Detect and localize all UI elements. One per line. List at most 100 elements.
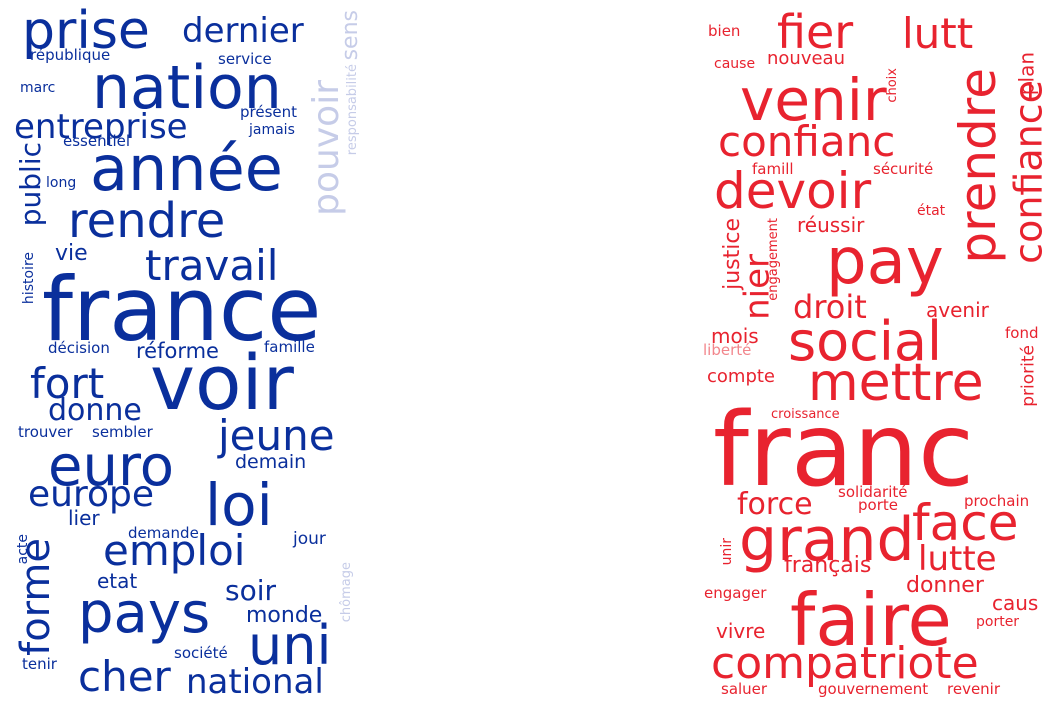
cloud-word: nouveau	[767, 48, 845, 69]
cloud-word: marc	[20, 80, 55, 96]
cloud-word: europe	[28, 474, 154, 515]
cloud-word: fier	[777, 5, 853, 59]
cloud-word: jour	[292, 529, 326, 549]
cloud-word: soir	[225, 574, 276, 607]
cloud-word: porte	[858, 496, 898, 514]
cloud-word: sembler	[92, 423, 154, 441]
cloud-word: trouver	[18, 423, 74, 441]
cloud-word: devoir	[714, 162, 872, 220]
cloud-word: république	[30, 46, 110, 64]
cloud-word: travail	[145, 241, 278, 290]
cloud-word: force	[737, 487, 813, 522]
cloud-word: priorité	[1018, 345, 1038, 407]
cloud-word: plan	[1015, 52, 1039, 95]
cloud-word: chômage	[339, 562, 354, 622]
cloud-word: france	[42, 258, 321, 361]
cloud-word: etat	[97, 569, 137, 593]
cloud-word: venir	[740, 66, 887, 134]
cloud-word: compte	[707, 366, 775, 387]
cloud-word: acte	[15, 534, 31, 564]
cloud-word: mois	[711, 324, 759, 348]
cloud-word: liberté	[703, 341, 751, 359]
cloud-word: réforme	[136, 339, 219, 363]
cloud-word: revenir	[947, 680, 1001, 698]
cloud-word: dernier	[182, 11, 304, 51]
cloud-word: famill	[752, 160, 794, 178]
cloud-word: saluer	[721, 680, 768, 698]
cloud-word: pay	[826, 225, 944, 299]
cloud-word: engager	[704, 584, 767, 602]
cloud-word: pouvoir	[306, 80, 347, 216]
cloud-word: vie	[55, 241, 88, 266]
cloud-word: face	[912, 494, 1019, 552]
cloud-word: demande	[128, 524, 199, 542]
cloud-word: service	[218, 50, 272, 68]
cloud-word: cause	[714, 56, 755, 72]
cloud-word: public	[14, 142, 47, 226]
cloud-word: voir	[150, 338, 295, 427]
cloud-word: jamais	[248, 122, 295, 138]
cloud-word: engagement	[766, 218, 781, 301]
cloud-word: cher	[78, 652, 172, 701]
cloud-word: fort	[30, 359, 104, 408]
cloud-word: jeune	[217, 411, 335, 460]
cloud-word: croissance	[771, 407, 840, 422]
cloud-word: solidarité	[838, 483, 908, 501]
cloud-word: nation	[92, 53, 282, 123]
cloud-word: présent	[240, 103, 297, 121]
cloud-word: prise	[22, 1, 150, 61]
cloud-word: gouvernement	[818, 680, 928, 698]
cloud-word: essentiel	[63, 132, 130, 150]
cloud-word: lutte	[918, 539, 997, 579]
cloud-word: monde	[246, 603, 322, 628]
cloud-word: droit	[793, 288, 867, 326]
cloud-word: réussir	[797, 213, 865, 237]
cloud-word: fond	[1005, 324, 1039, 342]
cloud-word: famille	[264, 338, 315, 356]
cloud-word: lier	[68, 506, 100, 530]
cloud-word: mettre	[808, 353, 984, 413]
cloud-word: grand	[739, 505, 915, 575]
cloud-word: français	[784, 553, 871, 578]
cloud-word: bien	[708, 22, 740, 40]
cloud-word: choix	[885, 68, 900, 103]
cloud-word: pays	[78, 581, 210, 646]
cloud-word: entreprise	[14, 107, 188, 147]
cloud-word: confiance	[1007, 80, 1051, 264]
cloud-word: prendre	[949, 68, 1007, 264]
cloud-word: année	[90, 132, 283, 205]
cloud-word: société	[174, 644, 228, 662]
cloud-word: donner	[906, 573, 985, 598]
cloud-word: emploi	[103, 526, 245, 575]
cloud-word: confianc	[718, 117, 895, 166]
cloud-word: tenir	[22, 655, 58, 673]
cloud-word: sécurité	[873, 160, 933, 178]
cloud-word: justice	[720, 218, 745, 291]
cloud-word: rendre	[68, 193, 225, 249]
cloud-word: porter	[976, 614, 1019, 630]
cloud-word: compatriote	[711, 638, 979, 689]
cloud-word: prochain	[964, 492, 1029, 510]
cloud-word: avenir	[926, 298, 990, 322]
cloud-word: vivre	[716, 619, 765, 643]
cloud-word: social	[788, 310, 942, 373]
cloud-word: demain	[235, 451, 306, 473]
cloud-word: décision	[48, 339, 110, 357]
cloud-word: uni	[248, 614, 331, 677]
cloud-word: donne	[48, 393, 142, 428]
cloud-word: état	[917, 203, 946, 219]
cloud-word: responsabilité	[345, 64, 360, 155]
cloud-word: sens	[338, 10, 363, 60]
cloud-word: nier	[738, 254, 778, 320]
cloud-word: unir	[719, 538, 735, 566]
cloud-word: caus	[992, 591, 1038, 615]
cloud-word: long	[46, 175, 76, 191]
cloud-word: franc	[713, 391, 974, 510]
cloud-word: euro	[48, 434, 174, 499]
cloud-word: loi	[205, 471, 273, 539]
cloud-word: forme	[13, 538, 59, 656]
